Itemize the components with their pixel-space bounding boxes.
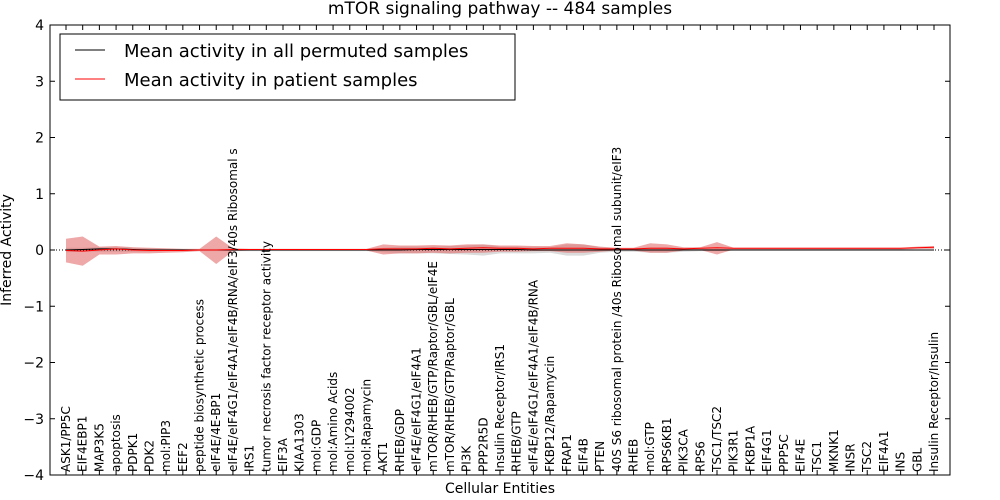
x-tick-label: mTOR/RHEB/GTP/Raptor/GBL/eIF4E (426, 261, 440, 472)
x-tick-label: TSC2 (860, 441, 874, 473)
legend: Mean activity in all permuted samples Me… (59, 33, 516, 101)
x-tick-label: mol:Rapamycin (359, 379, 373, 472)
x-tick-label: Insulin Receptor/Insulin (927, 332, 941, 472)
x-tick-label: KIAA1303 (293, 413, 307, 472)
x-tick-label: IRS1 (243, 445, 257, 472)
y-tick-label: 0 (35, 243, 44, 259)
x-tick-label: TSC1/TSC2 (710, 406, 724, 473)
x-tick-label: PPP2R5D (476, 417, 490, 472)
x-tick-label: mol:GTP (643, 422, 657, 472)
x-tick-label: MKNK1 (827, 429, 841, 472)
legend-label-permuted: Mean activity in all permuted samples (124, 41, 468, 62)
legend-label-patient: Mean activity in patient samples (124, 70, 418, 91)
chart-title: mTOR signaling pathway -- 484 samples (328, 0, 672, 19)
x-tick-label: RPS6 (693, 441, 707, 472)
x-tick-label: eIF4E/eIF4G1/eIF4A1/eIF4B/RNA/eIF3/40s R… (226, 148, 240, 472)
y-tick-label: −3 (23, 412, 44, 428)
y-tick-label: 2 (35, 131, 44, 147)
y-tick-label: 3 (35, 74, 44, 90)
y-tick-label: −1 (23, 299, 44, 315)
y-tick-label: −4 (23, 468, 44, 484)
x-tick-label: MAP3K5 (92, 423, 106, 472)
x-tick-label: GBL (910, 447, 924, 472)
x-tick-label: EIF4G1 (760, 429, 774, 472)
x-tick-label: PI3K (460, 445, 474, 472)
y-tick-label: 4 (35, 18, 44, 34)
x-tick-label: RHEB/GTP (510, 411, 524, 472)
x-tick-label: PIK3CA (677, 428, 691, 472)
x-axis-label: Cellular Entities (445, 481, 555, 497)
x-tick-label: FRAP1 (560, 434, 574, 472)
x-tick-label: EIF4E (793, 439, 807, 472)
x-tick-label: mol:LY294002 (343, 387, 357, 472)
x-tick-label: INS (894, 452, 908, 472)
x-tick-label: EIF3A (276, 437, 290, 472)
x-tick-label: RHEB/GDP (393, 409, 407, 472)
x-tick-label: AKT1 (376, 442, 390, 472)
x-tick-label: FKBP1A (743, 425, 757, 472)
x-tick-label: eIF4E/eIF4G1/eIF4A1 (410, 347, 424, 472)
x-tick-label: tumor necrosis factor receptor activity (259, 241, 273, 472)
x-tick-label: INSR (844, 444, 858, 472)
x-tick-label: eIF4E/eIF4G1/eIF4A1/eIF4B/RNA (526, 279, 540, 472)
legend-box (59, 33, 516, 101)
x-tick-label: apoptosis (109, 414, 123, 472)
x-tick-label: PDK2 (142, 440, 156, 472)
plot-area: −4 −3 −2 −1 0 1 2 3 4 ASK1/PP5C EIF4EBP1 MAP3K5 apop… (23, 18, 951, 484)
x-tick-label: Insulin Receptor/IRS1 (493, 344, 507, 472)
x-tick-label: peptide biosynthetic process (193, 299, 207, 472)
x-tick-label: ASK1/PP5C (59, 406, 73, 472)
x-tick-label: PPP5C (777, 434, 791, 472)
x-tick-label: PIK3R1 (727, 430, 741, 472)
y-tick-label: −2 (23, 356, 44, 372)
x-tick-label: RHEB (627, 439, 641, 472)
x-tick-label: FKBP12/Rapamycin (543, 356, 557, 472)
x-tick-label: EEF2 (176, 442, 190, 472)
x-tick-label: EIF4A1 (877, 430, 891, 472)
x-tick-label: PTEN (593, 441, 607, 472)
x-tick-label: EIF4EBP1 (76, 416, 90, 472)
x-tick-label: PDPK1 (126, 433, 140, 472)
x-tick-label: mol:PIP3 (159, 420, 173, 472)
x-tick-label: mol:Amino Acids (326, 372, 340, 472)
x-tick-label: RPS6KB1 (660, 417, 674, 472)
x-tick-label: eIF4E/4E-BP1 (209, 393, 223, 472)
y-axis-label: Inferred Activity (0, 194, 15, 306)
x-tick-label: mol:GDP (309, 420, 323, 472)
x-tick-label: mTOR/RHEB/GTP/Raptor/GBL (443, 298, 457, 472)
x-tick-label: TSC1 (810, 441, 824, 473)
band-1 (66, 236, 934, 266)
x-tick-label: 40S S6 ribosomal protein /40s Ribosomal … (610, 147, 624, 472)
series-line-1 (65, 246, 935, 252)
y-tick-label: 1 (35, 187, 44, 203)
x-tick-label: EIF4B (576, 438, 590, 472)
